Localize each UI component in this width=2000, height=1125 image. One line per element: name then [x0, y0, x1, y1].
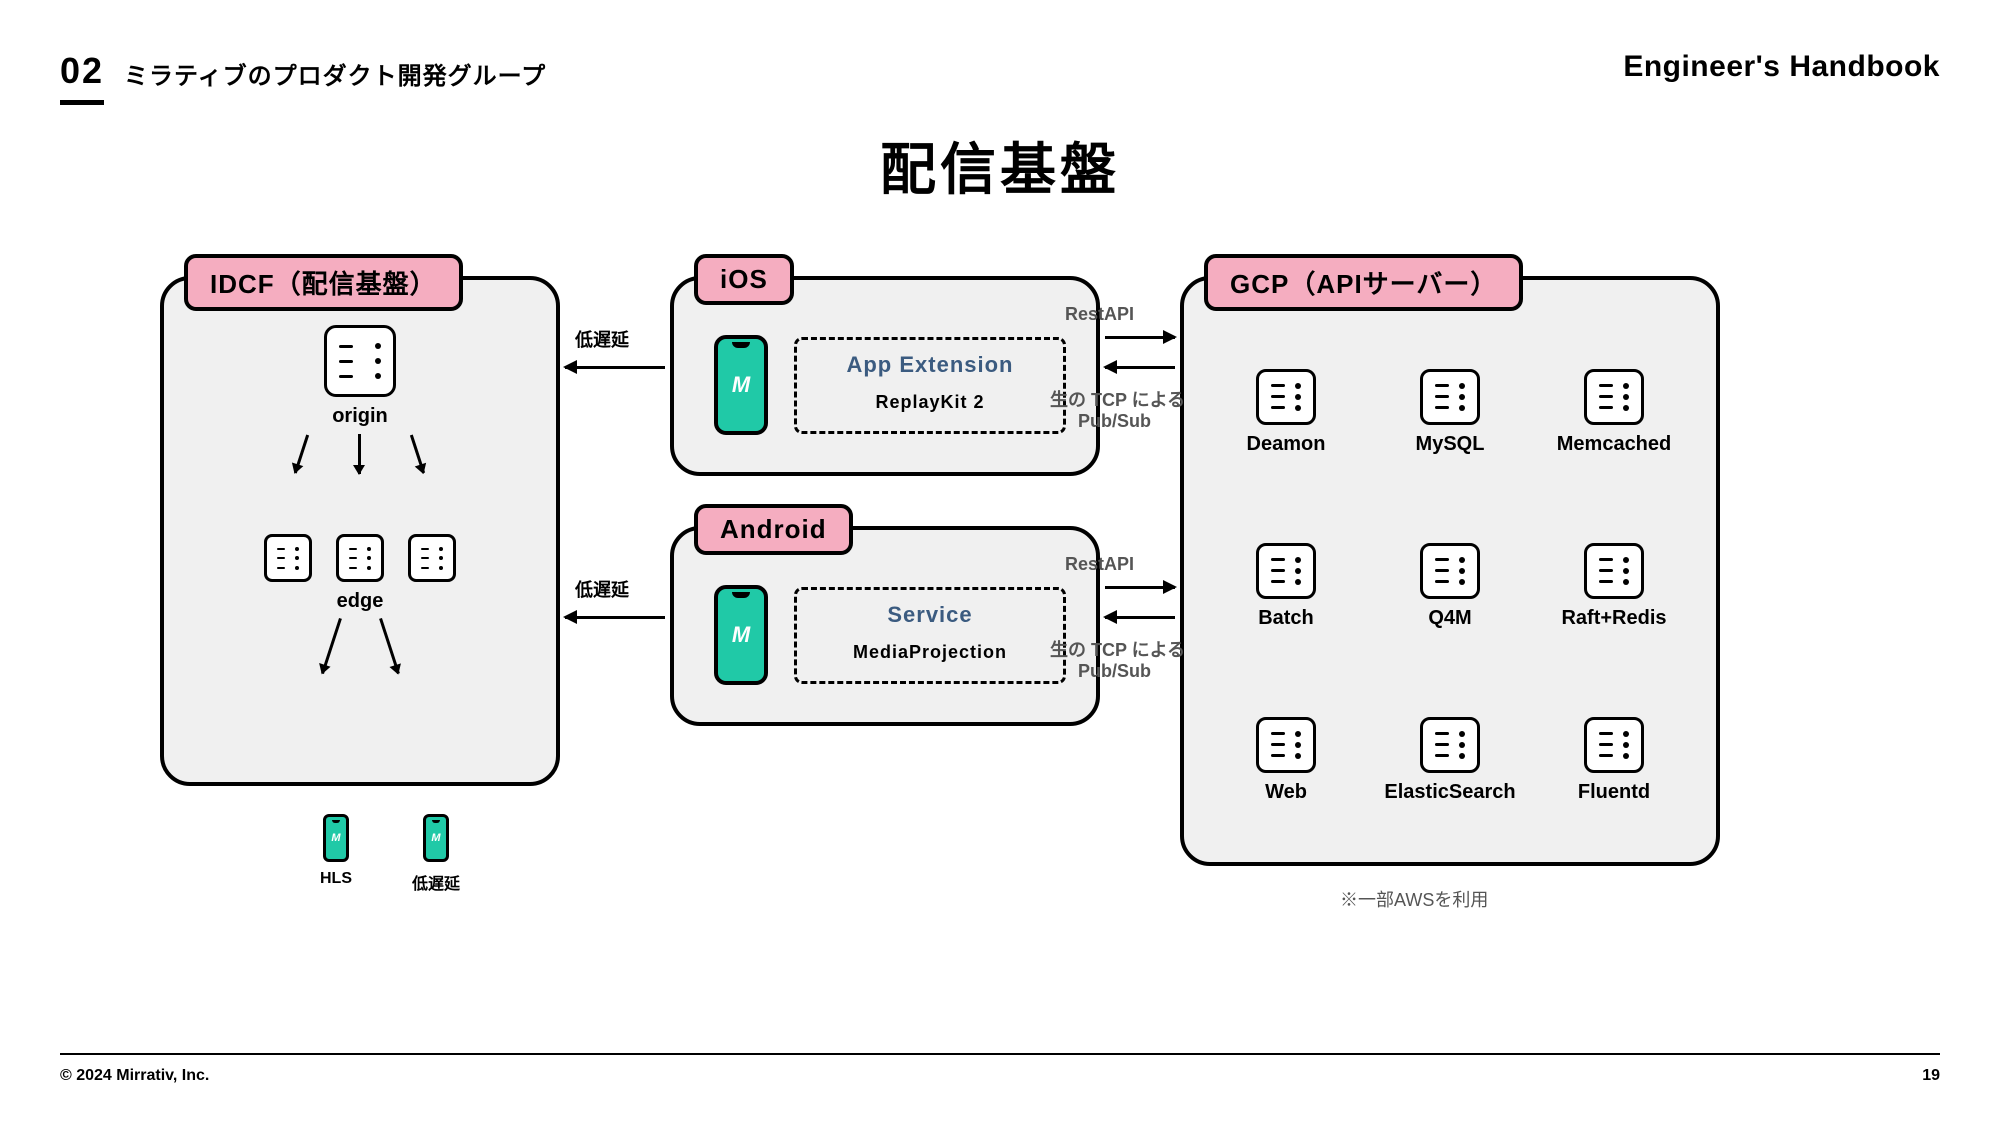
- server-icon: [264, 534, 312, 582]
- gcp-label-text: Memcached: [1557, 433, 1672, 456]
- phone-icon: M: [714, 585, 768, 685]
- origin-server: origin: [324, 325, 396, 428]
- phone-icon: M: [423, 814, 449, 862]
- android-service-title: Service: [827, 602, 1033, 628]
- gcp-label-text: ElasticSearch: [1384, 781, 1515, 804]
- phone-icon: M: [323, 814, 349, 862]
- arrow-label: 低遅延: [575, 326, 629, 352]
- server-icon: [336, 534, 384, 582]
- edge-servers: edge: [264, 484, 456, 613]
- page-number: 19: [1922, 1067, 1940, 1085]
- gcp-box: GCP（APIサーバー） Deamon MySQL Memcached Batc…: [1180, 276, 1720, 866]
- gcp-service-memcached: Memcached: [1532, 330, 1696, 494]
- gcp-service-deamon: Deamon: [1204, 330, 1368, 494]
- android-box: Android M Service MediaProjection: [670, 526, 1100, 726]
- gcp-label-text: Fluentd: [1578, 781, 1650, 804]
- gcp-label-text: Batch: [1258, 607, 1314, 630]
- arrow-left-icon: [565, 366, 665, 369]
- server-icon: [1584, 543, 1644, 599]
- arrow-right-icon: [1105, 336, 1175, 339]
- server-icon: [1256, 717, 1316, 773]
- server-icon: [1420, 543, 1480, 599]
- android-service-box: Service MediaProjection: [794, 587, 1066, 684]
- ios-extension-box: App Extension ReplayKit 2: [794, 337, 1066, 434]
- arrow-label: 生の TCP による: [1050, 636, 1185, 662]
- phone-icon: M: [714, 335, 768, 435]
- origin-label: origin: [332, 405, 388, 428]
- server-icon: [408, 534, 456, 582]
- arrow-left-icon: [1105, 616, 1175, 619]
- gcp-service-q4m: Q4M: [1368, 504, 1532, 668]
- server-icon: [1256, 369, 1316, 425]
- arrow-label: Pub/Sub: [1078, 661, 1151, 682]
- aws-footnote: ※一部AWSを利用: [1340, 886, 1488, 912]
- server-icon: [1584, 717, 1644, 773]
- section-title: ミラティブのプロダクト開発グループ: [124, 56, 546, 91]
- arrow-label: 生の TCP による: [1050, 386, 1185, 412]
- android-service-sub: MediaProjection: [827, 642, 1033, 663]
- gcp-service-batch: Batch: [1204, 504, 1368, 668]
- server-icon: [1420, 369, 1480, 425]
- slide-header: 02 ミラティブのプロダクト開発グループ Engineer's Handbook: [60, 50, 1940, 105]
- arrow-label: RestAPI: [1065, 554, 1134, 575]
- fanout-arrows: [260, 434, 460, 484]
- lowlatency-label: 低遅延: [412, 870, 460, 894]
- server-icon: [1584, 369, 1644, 425]
- gcp-label-text: MySQL: [1416, 433, 1485, 456]
- ios-extension-sub: ReplayKit 2: [827, 392, 1033, 413]
- server-icon: [324, 325, 396, 397]
- gcp-service-fluentd: Fluentd: [1532, 678, 1696, 842]
- main-title: 配信基盤: [60, 125, 1940, 206]
- gcp-label-text: Deamon: [1247, 433, 1326, 456]
- arrow-label: 低遅延: [575, 576, 629, 602]
- gcp-label-text: Q4M: [1428, 607, 1471, 630]
- edge-label: edge: [337, 590, 384, 613]
- edge-output-arrows: [260, 617, 460, 687]
- page-footer: © 2024 Mirrativ, Inc. 19: [60, 1053, 1940, 1085]
- arrow-label: RestAPI: [1065, 304, 1134, 325]
- gcp-label-text: Web: [1265, 781, 1307, 804]
- idcf-box: IDCF（配信基盤） origin: [160, 276, 560, 786]
- arrow-left-icon: [1105, 366, 1175, 369]
- copyright: © 2024 Mirrativ, Inc.: [60, 1067, 209, 1085]
- arrow-right-icon: [1105, 586, 1175, 589]
- gcp-service-elasticsearch: ElasticSearch: [1368, 678, 1532, 842]
- gcp-service-raft-redis: Raft+Redis: [1532, 504, 1696, 668]
- server-icon: [1256, 543, 1316, 599]
- arrow-label: Pub/Sub: [1078, 411, 1151, 432]
- hls-label: HLS: [320, 870, 352, 888]
- ios-extension-title: App Extension: [827, 352, 1033, 378]
- client-phones: M HLS M 低遅延: [320, 814, 460, 894]
- server-icon: [1420, 717, 1480, 773]
- arrow-left-icon: [565, 616, 665, 619]
- gcp-service-web: Web: [1204, 678, 1368, 842]
- ios-box: iOS M App Extension ReplayKit 2: [670, 276, 1100, 476]
- gcp-service-mysql: MySQL: [1368, 330, 1532, 494]
- gcp-label-text: Raft+Redis: [1561, 607, 1666, 630]
- handbook-title: Engineer's Handbook: [1623, 50, 1940, 84]
- section-number: 02: [60, 50, 104, 105]
- architecture-diagram: IDCF（配信基盤） origin: [60, 236, 1940, 1016]
